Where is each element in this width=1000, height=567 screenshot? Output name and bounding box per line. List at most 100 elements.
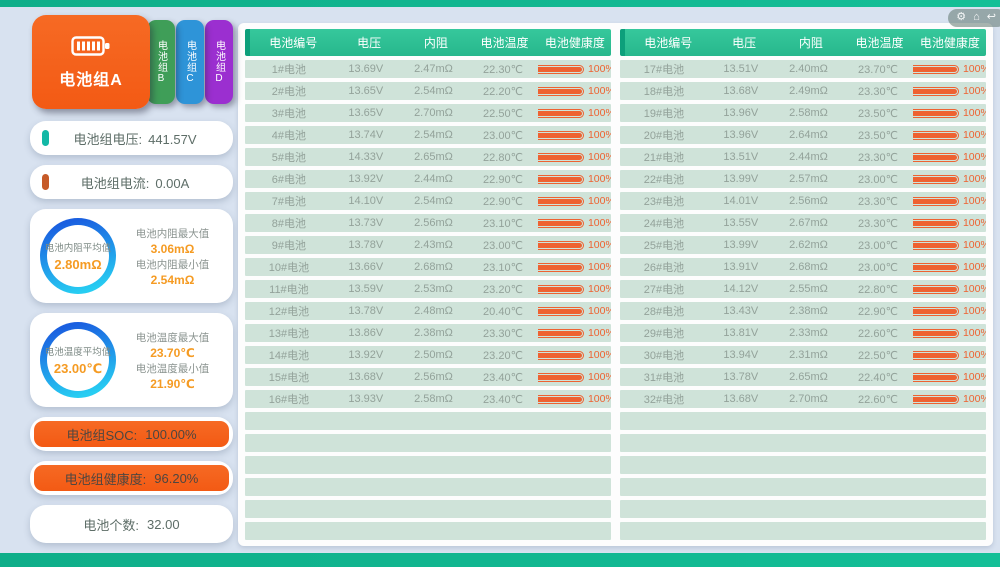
table-header: 电池编号 电压 内阻 电池温度 电池健康度 <box>620 29 986 56</box>
cell-health: 100% <box>912 173 986 185</box>
resistance-max-value: 3.06mΩ <box>150 241 195 256</box>
cell-resistance: 2.55mΩ <box>789 283 828 295</box>
health-card: 电池组健康度: 96.20% <box>30 461 233 495</box>
cell-battery-id: 22#电池 <box>643 174 685 186</box>
health-progress-track <box>537 350 584 360</box>
table-empty-row <box>245 522 611 540</box>
tab-label-group-d: 电池组D <box>213 39 225 85</box>
cell-temperature: 22.80℃ <box>858 283 898 296</box>
cell-battery-id: 31#电池 <box>643 372 685 384</box>
tab-battery-group-b[interactable]: 电池组B <box>147 20 175 104</box>
table-empty-row <box>620 434 986 452</box>
current-pill-icon <box>42 174 49 190</box>
pack-current-label: 电池组电流: <box>80 175 150 191</box>
cell-battery-id: 28#电池 <box>643 306 685 318</box>
health-progress-fill <box>537 132 582 138</box>
health-progress-track <box>912 152 959 162</box>
tab-battery-group-c[interactable]: 电池组C <box>176 20 204 104</box>
cell-battery-id: 20#电池 <box>643 130 685 142</box>
pack-voltage-card: 电池组电压: 441.57V <box>30 121 233 155</box>
health-progress-track <box>537 284 584 294</box>
table-empty-row <box>245 478 611 496</box>
table-row: 11#电池 13.59V 2.53mΩ 23.20℃ 100% <box>245 280 611 298</box>
cell-resistance: 2.68mΩ <box>414 261 453 273</box>
health-progress-fill <box>537 66 582 72</box>
health-progress-track <box>537 306 584 316</box>
health-percent-label: 100% <box>587 129 611 141</box>
cell-resistance: 2.58mΩ <box>789 107 828 119</box>
cell-battery-id: 7#电池 <box>271 196 307 208</box>
cell-temperature: 23.10℃ <box>483 217 523 230</box>
cell-resistance: 2.68mΩ <box>789 261 828 273</box>
table-row: 25#电池 13.99V 2.62mΩ 23.00℃ 100% <box>620 236 986 254</box>
col-voltage: 电压 <box>357 36 382 50</box>
resistance-gauge-ring: 电池内阻平均值 2.80mΩ <box>40 218 116 294</box>
health-progress-track <box>912 372 959 382</box>
health-percent-label: 100% <box>587 151 611 163</box>
cell-health: 100% <box>537 217 611 229</box>
cell-health: 100% <box>537 283 611 295</box>
table-header: 电池编号 电压 内阻 电池温度 电池健康度 <box>245 29 611 56</box>
cell-battery-id: 26#电池 <box>643 262 685 274</box>
battery-group-tabs: 电池组A 电池组B 电池组C 电池组D <box>30 13 233 111</box>
cell-temperature: 22.30℃ <box>483 63 523 76</box>
cell-health: 100% <box>537 85 611 97</box>
health-progress-fill <box>537 176 582 182</box>
resistance-avg-value: 2.80mΩ <box>54 257 102 272</box>
cell-temperature: 22.60℃ <box>858 327 898 340</box>
battery-table-right: 电池编号 电压 内阻 电池温度 电池健康度 17#电池 13.51V 2.40m… <box>620 29 986 540</box>
table-empty-row <box>245 456 611 474</box>
cell-health: 100% <box>912 151 986 163</box>
cell-temperature: 22.60℃ <box>858 393 898 406</box>
cell-battery-id: 12#电池 <box>268 306 310 318</box>
health-progress-fill <box>912 374 957 380</box>
temperature-minmax: 电池温度最大值 23.70℃ 电池温度最小值 21.90℃ <box>122 330 223 391</box>
col-temperature: 电池温度 <box>480 36 529 50</box>
table-row: 18#电池 13.68V 2.49mΩ 23.30℃ 100% <box>620 82 986 100</box>
cell-resistance: 2.38mΩ <box>789 305 828 317</box>
cell-voltage: 14.10V <box>348 195 384 207</box>
health-progress-track <box>912 284 959 294</box>
cell-temperature: 23.30℃ <box>858 85 898 98</box>
cell-resistance: 2.62mΩ <box>789 239 828 251</box>
cell-battery-id: 18#电池 <box>643 86 685 98</box>
health-percent-label: 100% <box>962 195 986 207</box>
col-resistance: 内阻 <box>798 36 823 50</box>
table-empty-row <box>620 412 986 430</box>
cell-battery-id: 9#电池 <box>271 240 307 252</box>
battery-icon <box>71 35 110 56</box>
health-progress-track <box>912 196 959 206</box>
battery-count-card: 电池个数: 32.00 <box>30 505 233 543</box>
cell-health: 100% <box>537 371 611 383</box>
health-progress-fill <box>537 110 582 116</box>
cell-health: 100% <box>912 107 986 119</box>
tab-label-group-a: 电池组A <box>59 71 123 89</box>
health-progress-fill <box>912 198 957 204</box>
cell-health: 100% <box>912 129 986 141</box>
gear-icon[interactable]: ⚙ <box>956 11 967 23</box>
health-progress-track <box>537 152 584 162</box>
cell-resistance: 2.56mΩ <box>414 217 453 229</box>
cell-resistance: 2.65mΩ <box>789 371 828 383</box>
health-percent-label: 100% <box>962 393 986 405</box>
home-icon[interactable]: ⌂ <box>973 11 980 23</box>
soc-label: 电池组SOC: <box>66 427 138 443</box>
undo-icon[interactable]: ↩ <box>986 11 996 23</box>
health-progress-fill <box>912 396 957 402</box>
health-progress-track <box>912 328 959 338</box>
cell-battery-id: 14#电池 <box>268 350 310 362</box>
cell-voltage: 13.59V <box>348 283 384 295</box>
table-row: 16#电池 13.93V 2.58mΩ 23.40℃ 100% <box>245 390 611 408</box>
cell-resistance: 2.43mΩ <box>414 239 453 251</box>
cell-health: 100% <box>912 393 986 405</box>
cell-health: 100% <box>537 393 611 405</box>
health-progress-fill <box>912 286 957 292</box>
cell-temperature: 23.30℃ <box>858 217 898 230</box>
temperature-avg-value: 23.00℃ <box>53 360 103 376</box>
tab-battery-group-a[interactable]: 电池组A <box>32 15 150 109</box>
health-progress-fill <box>912 154 957 160</box>
cell-health: 100% <box>537 129 611 141</box>
tab-battery-group-d[interactable]: 电池组D <box>205 20 233 104</box>
health-percent-label: 100% <box>587 283 611 295</box>
cell-voltage: 14.33V <box>348 151 384 163</box>
